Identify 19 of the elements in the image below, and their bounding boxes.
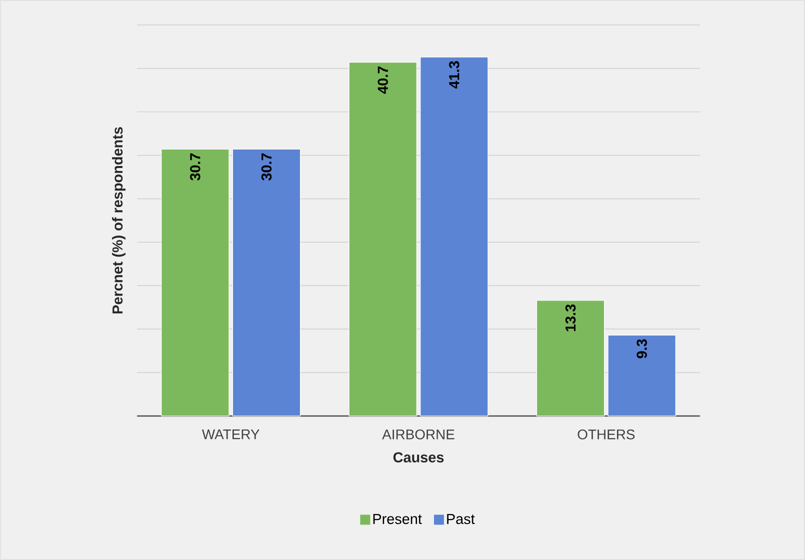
bar	[232, 148, 301, 416]
data-label: 41.3	[449, 61, 460, 89]
bar	[608, 334, 676, 416]
data-label: 13.3	[565, 304, 576, 332]
x-tick-label: WATERY	[202, 430, 260, 440]
bar	[420, 56, 488, 416]
data-label: 30.7	[190, 153, 200, 181]
bar	[348, 62, 417, 416]
x-tick-label: OTHERS	[578, 429, 635, 440]
data-label: 40.7	[378, 66, 388, 94]
bar	[536, 300, 605, 416]
x-axis-title: Causes	[393, 452, 444, 462]
x-tick-label: AIRBORNE	[382, 429, 454, 440]
legend-label: Present	[373, 514, 422, 524]
y-axis-title: Percnet (%) of respondents	[112, 127, 126, 314]
legend-label: Past	[447, 514, 475, 524]
data-label: 9.3	[636, 339, 647, 358]
bar	[161, 148, 230, 416]
data-label: 30.7	[261, 153, 272, 181]
